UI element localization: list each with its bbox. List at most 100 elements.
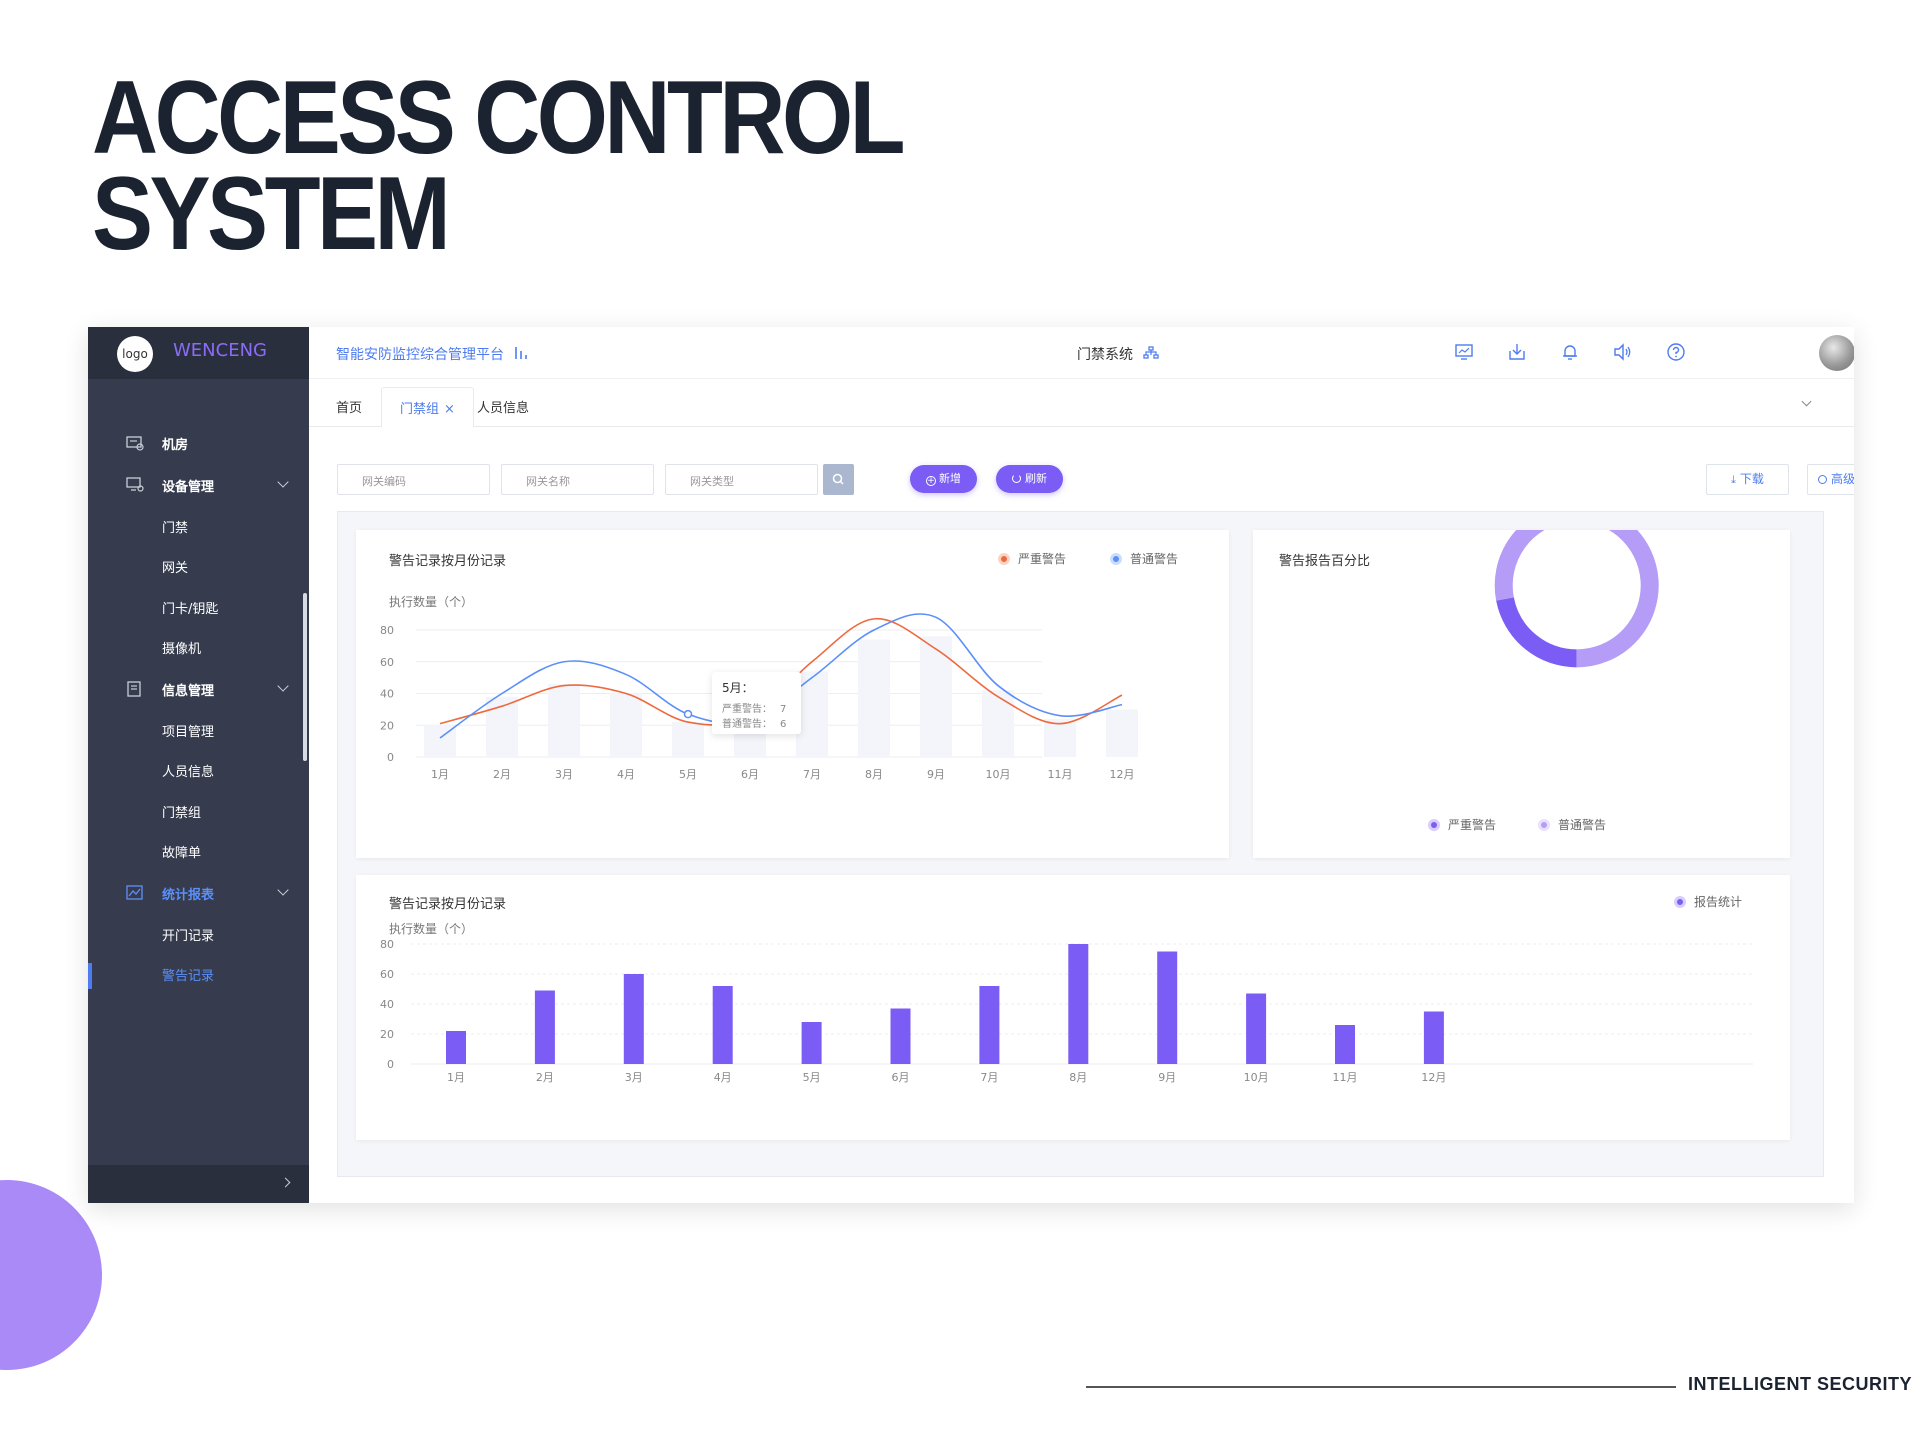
legend-item-report[interactable]: 报告统计 — [1674, 893, 1742, 910]
sidebar-item-server-room[interactable]: 机房 — [88, 422, 309, 464]
report-legend-icon — [1674, 895, 1686, 908]
gateway-name-input[interactable]: 网关名称 — [501, 464, 654, 495]
bar-chart-card: 警告记录按月份记录 执行数量（个） 报告统计 0 20 40 60 80 1月 2月 3月 4月… — [356, 875, 1790, 1140]
legend-item-severe[interactable]: 严重警告 — [998, 550, 1066, 567]
plus-circle-icon: + — [926, 476, 936, 486]
legend-item-normal[interactable]: 普通警告 — [1538, 816, 1606, 833]
bars-icon — [515, 347, 528, 359]
download-icon: ⤓ — [1731, 473, 1736, 486]
tab-personnel[interactable]: 人员信息 — [477, 401, 530, 416]
bar-chart-title: 警告记录按月份记录 — [389, 897, 507, 912]
y-tick-label: 20 — [380, 1028, 394, 1041]
donut-chart-title: 警告报告百分比 — [1279, 554, 1371, 569]
legend-label: 严重警告 — [1448, 818, 1497, 832]
x-tick-label: 8月 — [1069, 1071, 1087, 1084]
logo[interactable]: logo — [117, 336, 153, 372]
x-tick-label: 7月 — [803, 768, 821, 781]
normal-legend-icon — [1110, 552, 1122, 565]
sidebar-item-statistics[interactable]: 统计报表 — [88, 872, 309, 914]
chevron-right-icon[interactable] — [280, 1177, 291, 1188]
legend-label: 普通警告 — [1130, 552, 1179, 566]
sidebar-subitem[interactable]: 项目管理 — [162, 724, 215, 740]
legend-label: 报告统计 — [1694, 895, 1743, 909]
brand-name: WENCENG — [173, 340, 267, 361]
tab-bar: 首页 门禁组 × 人员信息 — [309, 379, 1854, 428]
bar-chart: 0 20 40 60 80 1月 2月 3月 4月 5月 6月 7月 8月 9月 10月 11月 12月 — [380, 938, 1753, 1084]
sidebar-subitem[interactable]: 网关 — [162, 561, 189, 577]
bar — [1335, 1025, 1355, 1064]
bar-chart-ylabel: 执行数量（个） — [389, 922, 474, 936]
download-button-label: 下载 — [1739, 472, 1764, 486]
refresh-icon — [1012, 474, 1021, 483]
sidebar-subitem[interactable]: 人员信息 — [162, 765, 215, 781]
sidebar-subitem[interactable]: 门禁组 — [162, 805, 202, 821]
legend-item-normal[interactable]: 普通警告 — [1110, 550, 1178, 567]
x-tick-label: 4月 — [714, 1071, 732, 1084]
tab-access-group[interactable]: 门禁组 × — [381, 387, 474, 428]
chevron-down-icon[interactable] — [277, 680, 289, 692]
sidebar-subitem[interactable]: 门禁 — [162, 520, 189, 536]
x-tick-label: 3月 — [555, 768, 573, 781]
advanced-search-button[interactable]: 高级搜索 — [1807, 464, 1854, 495]
sidebar-item-device-management[interactable]: 设备管理 — [88, 464, 309, 506]
y-tick-label: 80 — [380, 624, 394, 637]
gateway-code-input[interactable]: 网关编码 — [337, 464, 490, 495]
sidebar-item-label: 信息管理 — [162, 683, 215, 699]
tooltip-row-severe: 严重警告： 7 — [722, 702, 801, 717]
background-bar — [858, 639, 890, 757]
sidebar-subitem[interactable]: 摄像机 — [162, 642, 202, 658]
line-chart: 0 20 40 60 80 1月 2月 3月 4月 5月 6月 7月 8月 9月 10月 11月 12月 — [380, 613, 1138, 781]
download-icon[interactable] — [1506, 341, 1528, 363]
chevron-down-icon[interactable] — [1801, 396, 1812, 407]
bar — [1157, 951, 1178, 1064]
refresh-button[interactable]: 刷新 — [996, 465, 1063, 493]
hero-title-line2: SYSTEM — [92, 156, 451, 272]
add-button[interactable]: + 新增 — [910, 465, 977, 493]
y-tick-label: 80 — [380, 938, 394, 951]
background-bar — [982, 690, 1014, 757]
sidebar-scrollbar[interactable] — [303, 593, 307, 761]
y-tick-label: 60 — [380, 968, 394, 981]
x-tick-label: 10月 — [1244, 1071, 1269, 1084]
sidebar-menu: 机房 设备管理 门禁 网关 门卡/钥匙 摄像机 信息管理 项目管理 人员信息 — [88, 422, 309, 995]
speaker-icon[interactable] — [1612, 341, 1634, 363]
bar — [979, 986, 1000, 1064]
chevron-down-icon[interactable] — [277, 884, 289, 896]
tab-home[interactable]: 首页 — [336, 401, 363, 416]
tooltip-normal-label: 普通警告： — [722, 719, 772, 730]
sidebar-subitem[interactable]: 门卡/钥匙 — [162, 601, 219, 617]
severe-legend-icon — [998, 552, 1010, 565]
top-bar: 智能安防监控综合管理平台 门禁系统 — [309, 327, 1854, 379]
sidebar-subitem[interactable]: 故障单 — [162, 846, 202, 862]
gateway-type-select[interactable]: 网关类型 — [665, 464, 818, 495]
x-tick-label: 5月 — [679, 768, 697, 781]
donut-chart-card: 警告报告百分比 严重警告 普通警告 — [1253, 530, 1790, 858]
system-switcher[interactable]: 门禁系统 — [1077, 344, 1160, 364]
avatar[interactable] — [1819, 335, 1854, 371]
chevron-down-icon[interactable] — [277, 476, 289, 488]
chart-icon — [126, 885, 143, 900]
sidebar-subitem[interactable]: 开门记录 — [162, 928, 215, 944]
monitor-icon[interactable] — [1453, 341, 1475, 363]
search-button[interactable] — [823, 464, 854, 495]
x-tick-label: 12月 — [1421, 1071, 1446, 1084]
legend-item-severe[interactable]: 严重警告 — [1428, 816, 1496, 833]
bell-icon[interactable] — [1559, 341, 1581, 363]
sidebar-item-info-management[interactable]: 信息管理 — [88, 668, 309, 710]
y-tick-label: 40 — [380, 688, 394, 701]
server-room-icon — [126, 436, 144, 451]
background-bar — [1044, 718, 1076, 757]
decorative-circle — [0, 1180, 102, 1370]
x-tick-label: 8月 — [865, 768, 883, 781]
main-content: 网关编码 网关名称 网关类型 +新增 刷新 ⤓下载 高级搜索 警告记录按月份记录 — [309, 427, 1854, 1203]
sidebar-subitem-active[interactable]: 警告记录 — [88, 955, 309, 996]
sidebar-item-label: 机房 — [162, 437, 189, 453]
help-icon[interactable] — [1665, 341, 1687, 363]
legend-label: 普通警告 — [1558, 818, 1607, 832]
download-button[interactable]: ⤓ 下载 — [1706, 464, 1789, 495]
network-icon — [1143, 346, 1160, 359]
close-icon[interactable]: × — [444, 402, 455, 417]
normal-legend-icon — [1538, 818, 1550, 831]
tooltip-title: 5月： — [722, 681, 754, 695]
